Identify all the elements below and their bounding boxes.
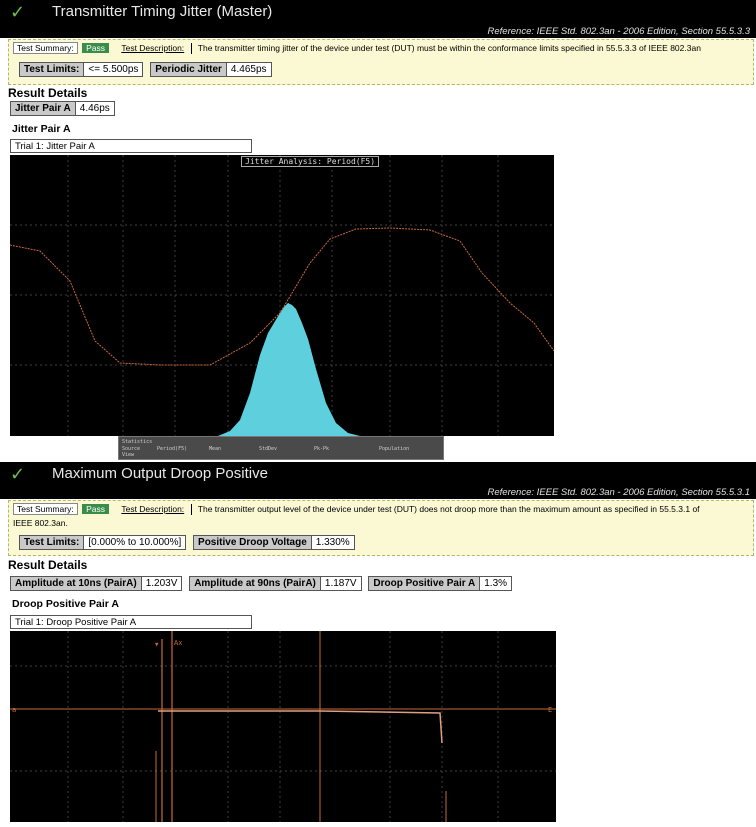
- droop-positive-heading: Droop Positive Pair A: [12, 598, 119, 610]
- droop-scope-plot: ▾ Ax E a: [10, 631, 556, 822]
- section-title: Maximum Output Droop Positive: [52, 465, 268, 482]
- result-details-title: Result Details: [8, 86, 88, 100]
- test-description-text-cont: IEEE 802.3an.: [13, 518, 68, 528]
- svg-text:a: a: [12, 706, 16, 714]
- test-limits-box: Test Limits: <= 5.500ps: [19, 62, 144, 77]
- test-summary-label: Test Summary:: [13, 42, 78, 54]
- section-header-jitter: ✓ Transmitter Timing Jitter (Master) Ref…: [0, 0, 756, 38]
- result-details-title: Result Details: [8, 558, 88, 572]
- test-description-text: The transmitter output level of the devi…: [197, 504, 700, 514]
- section-header-droop: ✓ Maximum Output Droop Positive Referenc…: [0, 462, 756, 499]
- trial-label: Trial 1: Jitter Pair A: [10, 139, 252, 153]
- result-row: Jitter Pair A 4.46ps: [10, 101, 119, 116]
- limits-row: Test Limits: [0.000% to 10.000%] Positive…: [19, 535, 359, 550]
- jitter-analysis-label: Jitter Analysis: Period(F5): [241, 156, 380, 167]
- amplitude-10ns-result: Amplitude at 10ns (PairA) 1.203V: [10, 576, 183, 591]
- test-summary-panel: Test Summary: Pass Test Description: The…: [8, 500, 754, 556]
- reference-text: Reference: IEEE Std. 802.3an - 2006 Edit…: [487, 487, 750, 498]
- droop-trace: [158, 710, 443, 744]
- test-description-link[interactable]: Test Description:: [121, 43, 185, 53]
- trial-label: Trial 1: Droop Positive Pair A: [10, 615, 252, 629]
- pass-badge: Pass: [82, 504, 109, 514]
- periodic-jitter-box: Periodic Jitter 4.465ps: [150, 62, 272, 77]
- scope-grid: [10, 631, 556, 822]
- divider: [190, 504, 192, 516]
- svg-text:Ax: Ax: [174, 639, 182, 647]
- positive-droop-voltage-box: Positive Droop Voltage 1.330%: [193, 535, 355, 550]
- limits-row: Test Limits: <= 5.500ps Periodic Jitter 4.…: [19, 62, 276, 77]
- reference-text: Reference: IEEE Std. 802.3an - 2006 Edit…: [487, 26, 750, 37]
- jitter-scope-display: Jitter Analysis: Period(F5): [9, 155, 555, 436]
- divider: [190, 43, 192, 55]
- test-limits-box: Test Limits: [0.000% to 10.000%]: [19, 535, 187, 550]
- measurement-readout-bar: Statistics Source View Period(F5) Mean S…: [118, 436, 444, 460]
- result-row: Amplitude at 10ns (PairA) 1.203V Amplitud…: [10, 576, 516, 591]
- signal-trace: [9, 227, 555, 366]
- droop-scope-display: ▾ Ax E a: [10, 631, 556, 822]
- jitter-pair-a-heading: Jitter Pair A: [12, 123, 71, 135]
- amplitude-90ns-result: Amplitude at 90ns (PairA) 1.187V: [189, 576, 362, 591]
- test-description-text: The transmitter timing jitter of the dev…: [197, 43, 701, 53]
- checkmark-icon: ✓: [10, 2, 26, 23]
- jitter-pair-a-result: Jitter Pair A 4.46ps: [10, 101, 115, 116]
- checkmark-icon: ✓: [10, 464, 26, 485]
- section-title: Transmitter Timing Jitter (Master): [52, 3, 273, 20]
- jitter-scope-plot: [9, 155, 555, 436]
- test-description-link[interactable]: Test Description:: [121, 504, 185, 514]
- pass-badge: Pass: [82, 43, 109, 53]
- test-summary-label: Test Summary:: [13, 503, 78, 515]
- test-summary-panel: Test Summary: Pass Test Description: The…: [8, 39, 754, 85]
- jitter-histogram: [218, 303, 360, 436]
- droop-positive-result: Droop Positive Pair A 1.3%: [368, 576, 513, 591]
- svg-text:E: E: [548, 706, 552, 714]
- svg-text:▾: ▾: [154, 640, 159, 650]
